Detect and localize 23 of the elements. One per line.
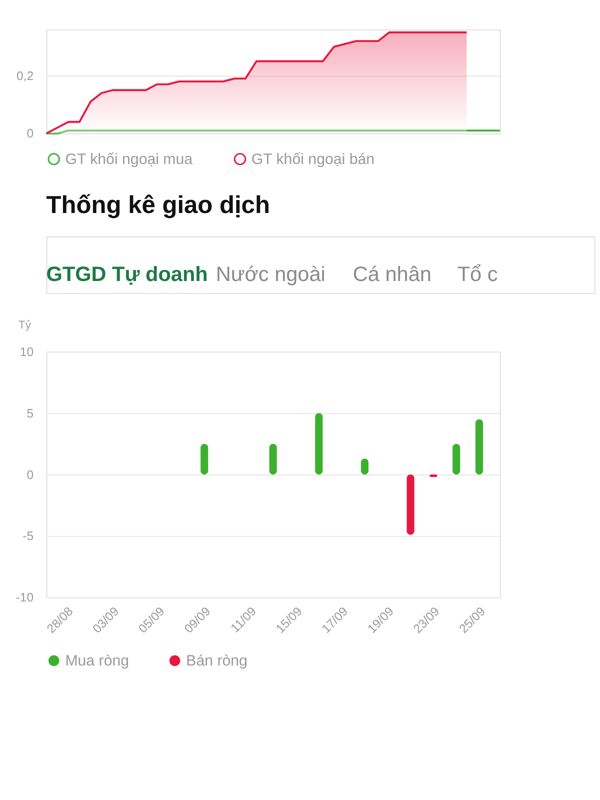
bar [406,474,414,535]
y-axis-title: Tỷ [18,320,32,332]
bar [315,413,323,475]
legend-label: GT khối ngoại bán [251,150,375,168]
legend-label: Bán ròng [186,652,248,670]
y-tick-label: 0 [26,126,34,141]
bar [452,444,460,475]
bar [269,444,277,475]
text: Nước ngoài [216,262,326,286]
y-tick-label: 0,2 [16,68,34,83]
chart-title: Thống kê giao dịch [46,192,270,219]
y-tick-label: 5 [26,406,34,420]
text: Tổ c [457,262,498,286]
text: Cá nhân [352,262,432,286]
y-tick-label: -10 [16,590,34,605]
legend-label: Mua ròng [65,652,130,670]
y-tick-label: 0 [26,468,34,482]
bar [200,444,208,475]
legend-label: GT khối ngoại mua [65,150,194,168]
y-tick-label: 10 [20,344,34,359]
y-tick-label: -5 [22,529,34,544]
text: GTGD Tự doanh [46,262,208,286]
bar [475,419,484,475]
